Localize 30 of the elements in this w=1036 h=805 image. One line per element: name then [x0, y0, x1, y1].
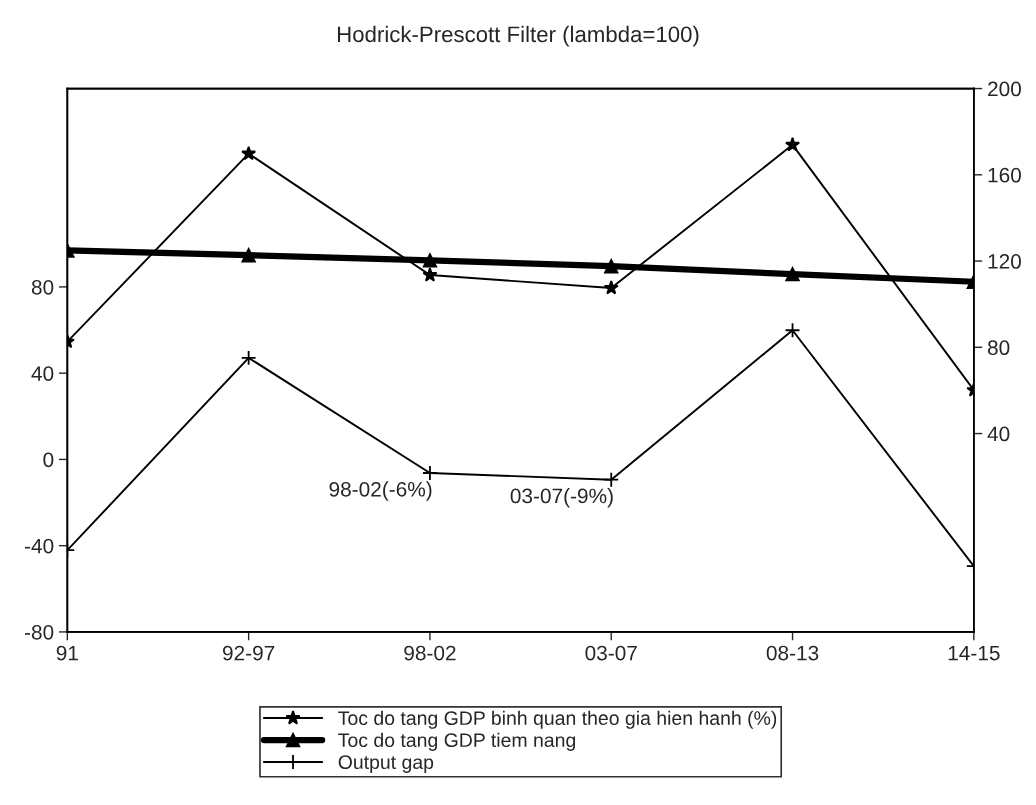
y2-tick-label: 200 — [988, 81, 1021, 97]
x-tick-label: 08-13 — [766, 645, 819, 661]
y2-tick-label: 120 — [988, 254, 1021, 269]
y-tick-label: 0 — [43, 452, 54, 468]
point — [422, 267, 438, 282]
annotation: 03-07(-9%) — [510, 488, 613, 508]
y-tick-label: 40 — [31, 366, 54, 381]
x-tick-label: 14-15 — [948, 645, 1000, 661]
point — [241, 145, 257, 161]
point — [241, 248, 256, 263]
x-tick-label: 92-97 — [222, 645, 275, 661]
x-tick-label: 98-02 — [404, 645, 456, 661]
legend-label: Toc do tang GDP tiem nang — [338, 732, 576, 751]
legend-label: Output gap — [338, 755, 434, 773]
y2-tick-label: 160 — [988, 167, 1021, 183]
point — [422, 253, 438, 268]
legend-label: Toc do tang GDP binh quan theo gia hien hanh (%) — [338, 710, 777, 729]
y-tick-label: -80 — [24, 624, 54, 640]
point — [603, 471, 620, 488]
chart-title: Hodrick-Prescott Filter (lambda=100) — [337, 25, 699, 47]
y2-tick-label: 80 — [987, 340, 1010, 356]
point — [604, 259, 619, 274]
y-tick-label: -40 — [24, 538, 54, 554]
y2-tick-label: 40 — [987, 426, 1010, 442]
annotation: 98-02(-6%) — [329, 481, 432, 501]
y-tick-label: 80 — [31, 279, 54, 295]
x-tick-label: 91 — [56, 645, 78, 661]
x-tick-label: 03-07 — [585, 645, 637, 661]
point — [603, 280, 619, 295]
point — [422, 465, 438, 481]
